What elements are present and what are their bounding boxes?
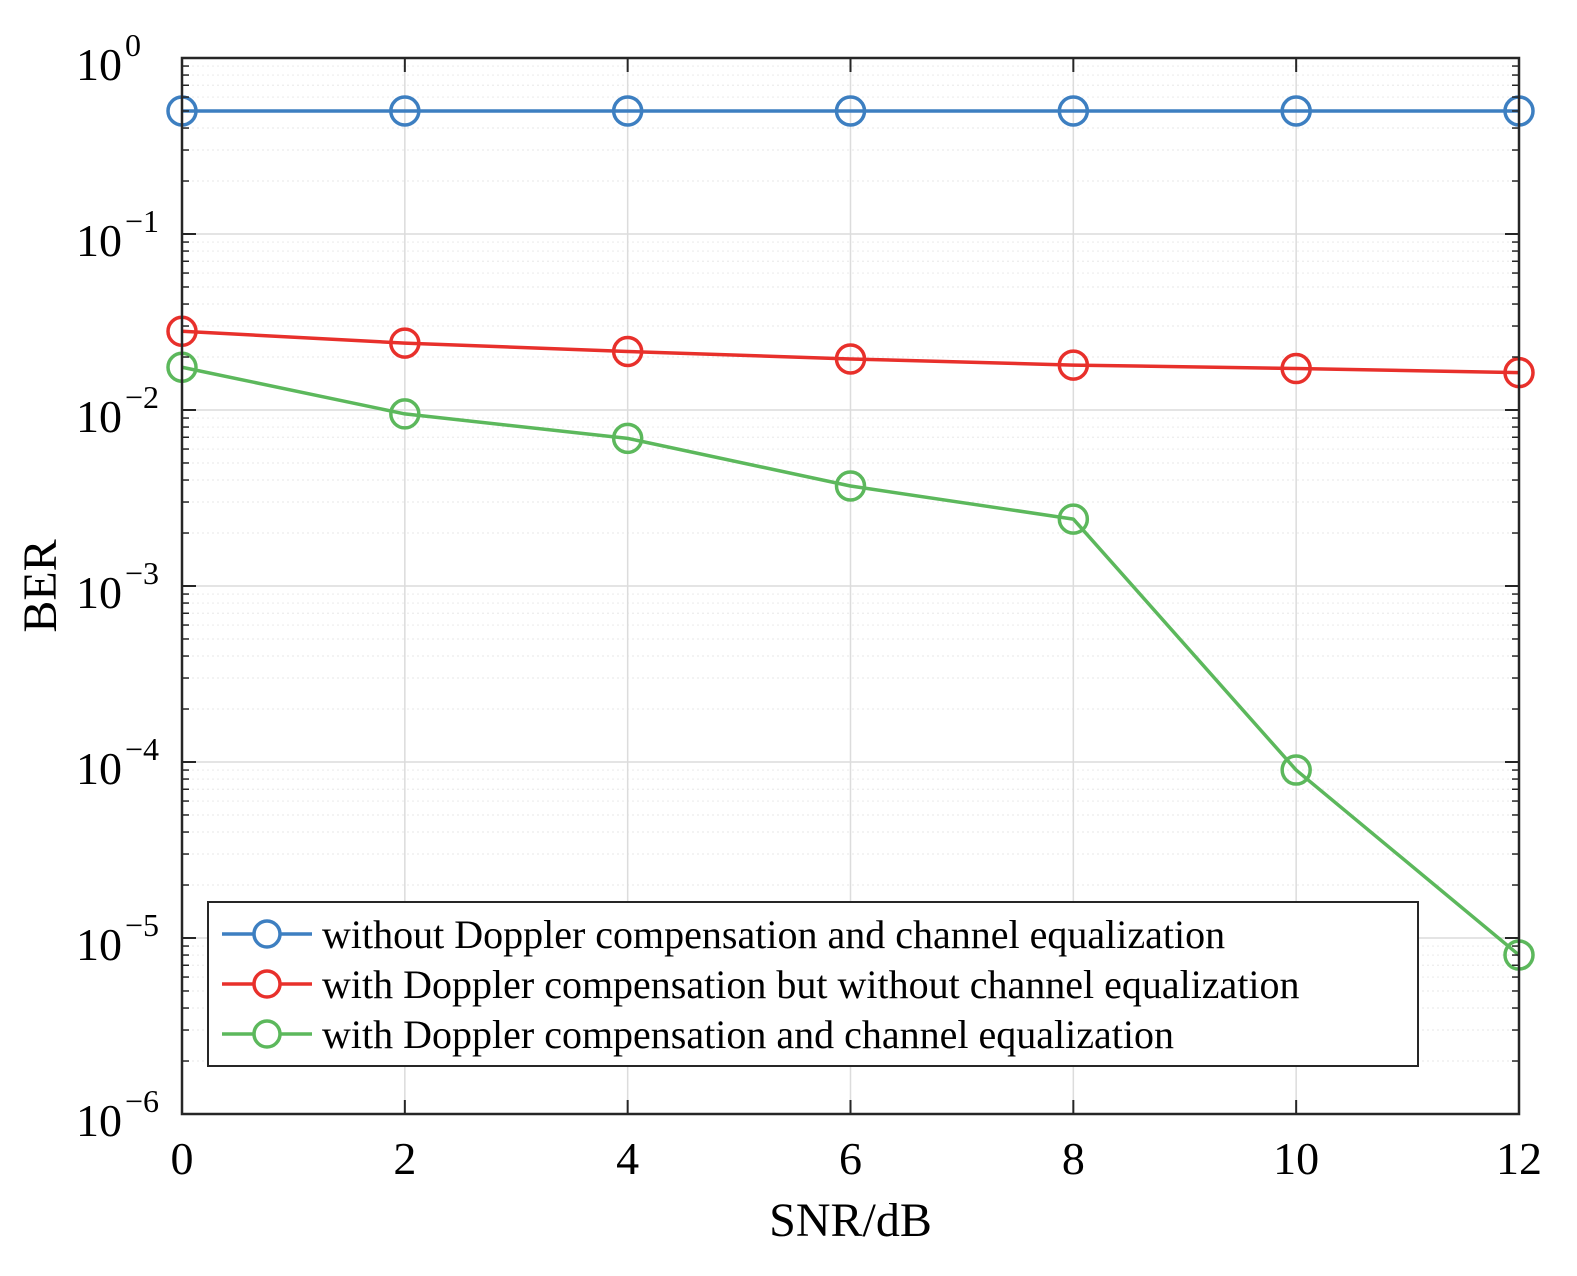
data-point	[1280, 352, 1312, 385]
data-point	[389, 327, 421, 359]
data-point	[834, 470, 867, 502]
legend-item: with Doppler compensation and channel eq…	[222, 1012, 1174, 1057]
y-tick-label: 10	[76, 39, 122, 90]
y-axis-label: BER	[14, 539, 67, 632]
data-point	[1057, 349, 1090, 381]
data-point	[834, 343, 867, 375]
legend-item: without Doppler compensation and channel…	[222, 912, 1225, 957]
legend-label: with Doppler compensation and channel eq…	[322, 1012, 1174, 1057]
data-point	[389, 95, 421, 127]
x-tick-label: 2	[393, 1133, 416, 1184]
y-tick-exponent: −6	[125, 1083, 159, 1119]
x-tick-label: 0	[171, 1133, 194, 1184]
series-line	[181, 365, 1521, 957]
legend-item: with Doppler compensation but without ch…	[222, 962, 1300, 1007]
data-point	[834, 95, 867, 127]
legend-marker	[252, 919, 282, 949]
y-tick-exponent: −4	[125, 731, 159, 767]
y-tick-exponent: 0	[125, 27, 141, 63]
y-tick-exponent: −1	[125, 203, 159, 239]
data-point	[1057, 95, 1090, 127]
legend-marker	[252, 1019, 282, 1049]
data-point	[1280, 754, 1312, 786]
series-1	[166, 95, 1535, 127]
data-point	[389, 398, 421, 430]
legend-label: without Doppler compensation and channel…	[322, 912, 1225, 957]
y-tick-exponent: −3	[125, 555, 159, 591]
data-point	[1057, 503, 1090, 535]
x-tick-label: 8	[1062, 1133, 1085, 1184]
data-point	[611, 95, 644, 127]
x-tick-label: 12	[1496, 1133, 1542, 1184]
y-tick-label: 10	[76, 567, 122, 618]
data-point	[611, 422, 644, 455]
x-tick-label: 6	[839, 1133, 862, 1184]
y-tick-label: 10	[76, 215, 122, 266]
x-axis-label: SNR/dB	[769, 1194, 932, 1247]
legend: without Doppler compensation and channel…	[207, 901, 1419, 1067]
series-line	[181, 329, 1520, 375]
y-tick-exponent: −5	[125, 907, 159, 943]
y-tick-label: 10	[76, 919, 122, 970]
y-tick-label: 10	[76, 743, 122, 794]
y-tick-label: 10	[76, 1095, 122, 1146]
legend-box	[207, 901, 1419, 1067]
data-point	[611, 335, 644, 368]
legend-marker	[252, 969, 282, 999]
y-tick-label: 10	[76, 391, 122, 442]
series-layer	[166, 95, 1535, 971]
legend-label: with Doppler compensation but without ch…	[322, 962, 1300, 1007]
data-point	[1280, 95, 1312, 127]
x-tick-label: 4	[616, 1133, 639, 1184]
y-tick-exponent: −2	[125, 379, 159, 415]
x-tick-label: 10	[1273, 1133, 1319, 1184]
